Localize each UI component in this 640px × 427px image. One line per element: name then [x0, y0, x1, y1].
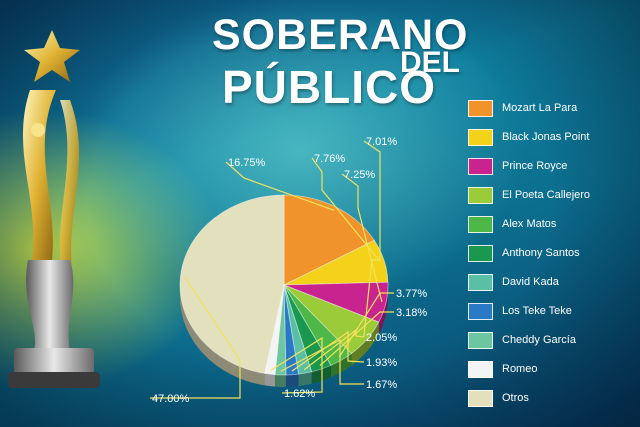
legend-swatch: [468, 302, 493, 320]
leader-line: [280, 339, 364, 385]
data-label: 1.93%: [366, 357, 397, 369]
legend-item: Cheddy García: [468, 330, 576, 350]
legend-swatch: [468, 273, 493, 291]
legend-item: Alex Matos: [468, 214, 556, 234]
legend-item: Otros: [468, 388, 529, 408]
legend-swatch: [468, 331, 493, 349]
data-label: 7.25%: [344, 169, 375, 181]
pie-slice-side: [330, 353, 352, 378]
legend-label: Otros: [502, 392, 529, 404]
title-line-3: PÚBLICO: [222, 61, 436, 113]
legend-label: El Poeta Callejero: [502, 189, 591, 201]
pie-slice-side: [351, 322, 379, 366]
legend-label: Anthony Santos: [502, 247, 580, 259]
legend-item: Anthony Santos: [468, 243, 580, 263]
legend-swatch: [468, 244, 493, 262]
data-label: 7.76%: [314, 153, 345, 165]
data-label: 1.62%: [284, 388, 315, 400]
leader-line: [363, 140, 381, 338]
pie-slice-side: [285, 374, 299, 387]
leader-line: [270, 336, 323, 394]
title-line-1: SOBERANO: [212, 11, 469, 59]
legend-label: Cheddy García: [502, 334, 576, 346]
data-label: 7.01%: [366, 136, 397, 148]
data-label: 2.05%: [366, 332, 397, 344]
legend-swatch: [468, 389, 493, 407]
pie-slice-side: [180, 285, 265, 386]
pie-slice-otros: [179, 194, 285, 374]
legend-label: Black Jonas Point: [502, 131, 590, 143]
data-label: 3.18%: [396, 307, 427, 319]
legend-label: Romeo: [502, 363, 538, 375]
leader-line: [291, 330, 365, 372]
legend-swatch: [468, 186, 493, 204]
data-label: 3.77%: [396, 288, 427, 300]
pie-slice-side: [378, 285, 388, 335]
legend-label: Alex Matos: [502, 218, 557, 230]
leader-line: [225, 161, 335, 211]
legend-label: David Kada: [502, 276, 559, 288]
leader-line: [341, 173, 383, 303]
trophy-illustration: [8, 30, 100, 388]
data-label: 47.00%: [152, 393, 190, 405]
legend-swatch: [468, 157, 493, 175]
pie-slice-side: [275, 374, 286, 387]
leader-line: [150, 276, 241, 399]
legend-item: Black Jonas Point: [468, 127, 589, 147]
title-line-2: DEL: [400, 46, 460, 79]
legend-item: El Poeta Callejero: [468, 185, 590, 205]
legend-swatch: [468, 215, 493, 233]
leader-line: [303, 328, 365, 371]
leader-line: [311, 157, 381, 262]
pie-slice-side: [298, 371, 312, 387]
legend-item: Mozart La Para: [468, 98, 577, 118]
data-label: 16.75%: [228, 157, 266, 169]
data-label: 1.67%: [366, 379, 397, 391]
pie-slice-side: [311, 365, 331, 384]
pie-slice-side: [264, 373, 276, 387]
legend-item: Prince Royce: [468, 156, 567, 176]
legend-swatch: [468, 360, 493, 378]
legend-label: Los Teke Teke: [502, 305, 572, 317]
legend-label: Mozart La Para: [502, 102, 578, 114]
legend-item: Los Teke Teke: [468, 301, 572, 321]
legend-item: David Kada: [468, 272, 559, 292]
legend-label: Prince Royce: [502, 160, 568, 172]
legend-swatch: [468, 99, 493, 117]
legend-item: Romeo: [468, 359, 537, 379]
legend-swatch: [468, 128, 493, 146]
